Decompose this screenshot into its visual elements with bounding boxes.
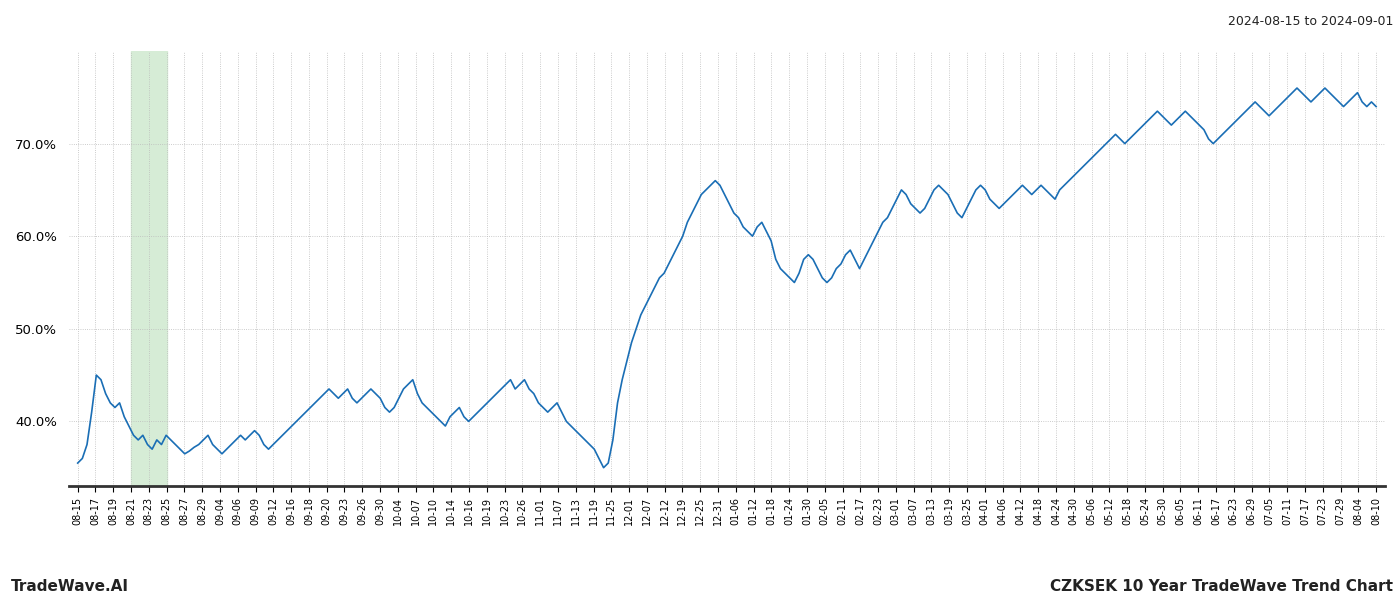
Text: CZKSEK 10 Year TradeWave Trend Chart: CZKSEK 10 Year TradeWave Trend Chart	[1050, 579, 1393, 594]
Text: 2024-08-15 to 2024-09-01: 2024-08-15 to 2024-09-01	[1228, 15, 1393, 28]
Text: TradeWave.AI: TradeWave.AI	[11, 579, 129, 594]
Bar	[132, 51, 167, 486]
